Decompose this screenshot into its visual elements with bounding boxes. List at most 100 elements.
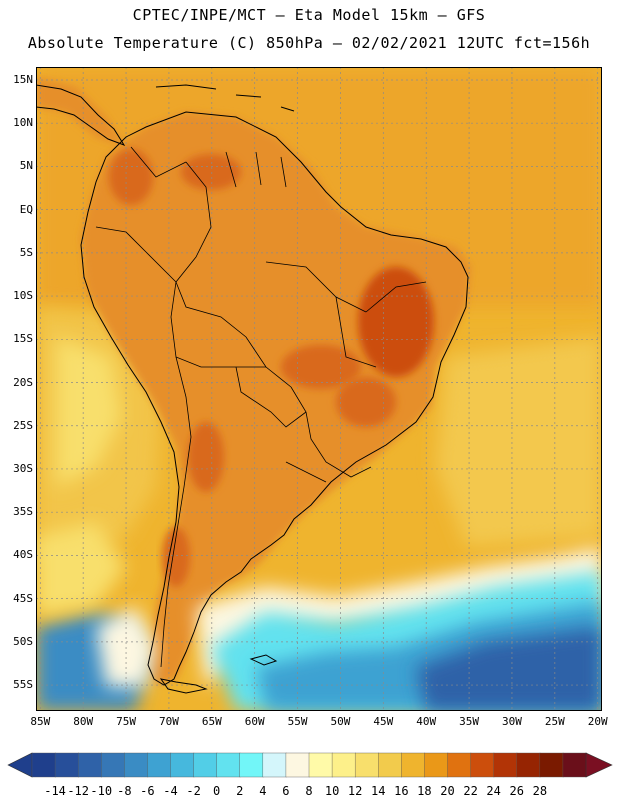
country-borders <box>95 146 427 668</box>
legend-color-swatch <box>170 752 195 778</box>
legend-color-swatch <box>562 752 587 778</box>
legend-tick-label: 18 <box>417 784 432 798</box>
longitude-label: 35W <box>459 715 479 728</box>
hot-core-venezuela <box>109 149 153 205</box>
legend-color-swatch <box>239 752 264 778</box>
latitude-label: 35S <box>13 505 33 519</box>
longitude-label: 55W <box>287 715 308 728</box>
latitude-label: 20S <box>13 375 33 389</box>
legend-tick-label: 0 <box>213 784 221 798</box>
border-peru-colombia <box>95 226 177 283</box>
color-legend-bar <box>7 752 613 778</box>
border-uruguay <box>285 461 327 483</box>
border-venezuela <box>130 146 187 178</box>
legend-tick-label: 4 <box>259 784 267 798</box>
legend-color-swatch <box>331 752 356 778</box>
legend-tick-label: -8 <box>117 784 132 798</box>
field-coldest-band <box>416 627 602 711</box>
legend-tick-label: 10 <box>324 784 340 798</box>
hot-core-southeast-brazil <box>336 377 396 427</box>
latitude-label: EQ <box>19 202 33 216</box>
longitude-label: 65W <box>201 715 222 728</box>
border-brazil-internal <box>265 261 427 368</box>
legend-underflow-triangle <box>7 752 33 778</box>
latitude-label: 10S <box>13 289 33 303</box>
border-argentina-chile <box>160 356 192 668</box>
map-panel <box>36 67 602 711</box>
legend-color-swatch <box>31 752 56 778</box>
latitude-label: 5N <box>19 159 33 173</box>
legend-color-swatch <box>516 752 541 778</box>
longitude-label: 70W <box>158 715 179 728</box>
coastline-caribbean-islands <box>155 84 295 112</box>
longitude-label: 40W <box>416 715 437 728</box>
longitude-label: 20W <box>587 715 608 728</box>
legend-tick-label: 2 <box>236 784 244 798</box>
legend-overflow-triangle <box>585 752 613 778</box>
lat-lon-grid <box>36 67 602 711</box>
legend-color-swatch <box>424 752 449 778</box>
hot-core-guiana <box>181 154 241 190</box>
legend-tick-label: 26 <box>509 784 524 798</box>
legend-tick-label: 16 <box>394 784 409 798</box>
legend-tick-label: 8 <box>305 784 313 798</box>
legend-tick-label: 22 <box>463 784 478 798</box>
border-argentina-paraguay <box>235 366 307 428</box>
latitude-label: 55S <box>13 678 33 692</box>
field-pale-pacific-patch <box>36 522 126 617</box>
legend-color-swatch <box>539 752 564 778</box>
land-central-america <box>36 77 126 147</box>
latitude-label: 40S <box>13 548 33 562</box>
legend-tick-label: 28 <box>532 784 548 798</box>
longitude-label: 30W <box>502 715 522 728</box>
legend-color-swatch <box>147 752 172 778</box>
border-brazil-south <box>290 386 372 478</box>
latitude-label: 25S <box>13 418 33 432</box>
legend-color-swatch <box>285 752 310 778</box>
longitude-label: 25W <box>544 715 565 728</box>
longitude-label: 85W <box>30 715 51 728</box>
legend-tick-label: 6 <box>282 784 290 798</box>
legend-color-swatch <box>101 752 126 778</box>
hot-core-argentina <box>188 422 224 492</box>
hot-core-central-brazil <box>281 345 361 389</box>
legend-color-swatch <box>193 752 218 778</box>
coastline-tierra-del-fuego <box>159 678 208 694</box>
field-subtropical-pacific-pale <box>56 337 121 487</box>
legend-color-swatch <box>493 752 518 778</box>
longitude-label: 75W <box>116 715 136 728</box>
border-brazil-west <box>175 161 292 388</box>
hot-core-northeast-brazil <box>358 267 434 377</box>
legend-color-swatch <box>378 752 403 778</box>
temperature-map <box>36 67 602 711</box>
coastline-south-america <box>80 111 469 686</box>
chart-title-line-1: CPTEC/INPE/MCT – Eta Model 15km – GFS <box>132 6 486 24</box>
legend-tick-label: -14 <box>44 784 66 798</box>
legend-tick-label: -12 <box>67 784 89 798</box>
border-guianas <box>225 151 287 188</box>
border-bolivia <box>170 281 266 368</box>
legend-tick-label: -10 <box>90 784 113 798</box>
longitude-label: 60W <box>244 715 265 728</box>
legend-tick-label: 24 <box>486 784 501 798</box>
legend-tick-label: 14 <box>371 784 386 798</box>
coastline-central-america <box>36 84 126 146</box>
latitude-label: 15S <box>13 332 33 346</box>
field-subtropical-atlantic <box>436 337 602 547</box>
coastlines <box>36 84 469 694</box>
longitude-label: 80W <box>73 715 94 728</box>
legend-color-swatch <box>401 752 426 778</box>
legend-color-swatch <box>124 752 149 778</box>
legend-color-swatch <box>77 752 102 778</box>
map-frame <box>36 67 602 711</box>
legend-tick-label: 12 <box>347 784 363 798</box>
legend-color-swatch <box>54 752 79 778</box>
latitude-label: 10N <box>13 116 33 130</box>
legend-tick-label: -2 <box>186 784 201 798</box>
legend-color-swatch <box>354 752 379 778</box>
legend-color-swatch <box>262 752 287 778</box>
latitude-label: 30S <box>13 461 33 475</box>
latitude-label: 50S <box>13 634 33 648</box>
longitude-label: 50W <box>330 715 351 728</box>
latitude-label: 15N <box>13 72 33 86</box>
